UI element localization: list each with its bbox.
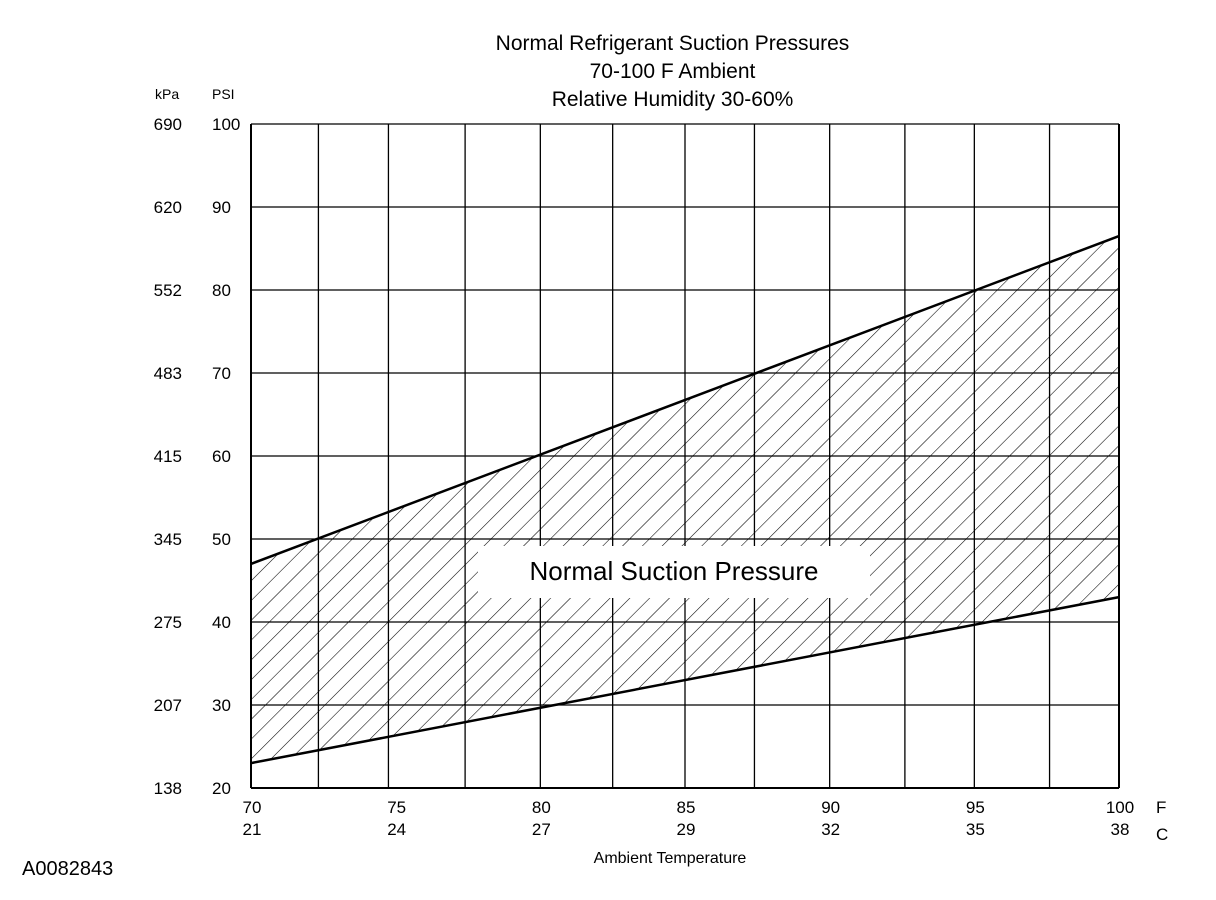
y-unit-psi: PSI xyxy=(212,86,235,102)
x-tick-f-95: 95 xyxy=(966,798,985,817)
x-unit-f: F xyxy=(1156,798,1166,817)
region-label: Normal Suction Pressure xyxy=(529,556,819,586)
y-tick-kpa-138: 138 xyxy=(154,779,182,798)
chart-title-line-1: Normal Refrigerant Suction Pressures xyxy=(495,32,850,55)
y-tick-psi-60: 60 xyxy=(212,447,231,466)
y-tick-psi-20: 20 xyxy=(212,779,231,798)
x-tick-f-85: 85 xyxy=(677,798,696,817)
x-tick-c-32: 32 xyxy=(821,820,840,839)
x-tick-c-35: 35 xyxy=(966,820,985,839)
y-tick-psi-80: 80 xyxy=(212,281,231,300)
y-tick-kpa-275: 275 xyxy=(154,613,182,632)
y-tick-psi-30: 30 xyxy=(212,696,231,715)
series-line-upper xyxy=(250,234,1120,566)
x-tick-f-100: 100 xyxy=(1106,798,1134,817)
x-tick-c-24: 24 xyxy=(387,820,406,839)
y-tick-psi-70: 70 xyxy=(212,364,231,383)
series-line-lower xyxy=(250,595,1120,765)
x-tick-f-90: 90 xyxy=(821,798,840,817)
x-tick-c-27: 27 xyxy=(532,820,551,839)
y-tick-kpa-552: 552 xyxy=(154,281,182,300)
y-tick-kpa-207: 207 xyxy=(154,696,182,715)
chart-title-line-3: Relative Humidity 30-60% xyxy=(551,88,794,111)
y-tick-psi-50: 50 xyxy=(212,530,231,549)
y-tick-kpa-415: 415 xyxy=(154,447,182,466)
chart-title-line-2: 70-100 F Ambient xyxy=(589,60,756,83)
y-tick-kpa-690: 690 xyxy=(154,115,182,134)
x-tick-f-70: 70 xyxy=(243,798,262,817)
region-label-background xyxy=(478,546,870,598)
x-tick-c-29: 29 xyxy=(677,820,696,839)
x-tick-c-38: 38 xyxy=(1111,820,1130,839)
x-tick-f-75: 75 xyxy=(387,798,406,817)
y-tick-kpa-620: 620 xyxy=(154,198,182,217)
x-tick-f-80: 80 xyxy=(532,798,551,817)
y-tick-psi-90: 90 xyxy=(212,198,231,217)
y-tick-psi-100: 100 xyxy=(212,115,240,134)
y-unit-kpa: kPa xyxy=(155,86,180,102)
x-tick-c-21: 21 xyxy=(243,820,262,839)
figure-id: A0082843 xyxy=(22,858,114,880)
y-tick-kpa-483: 483 xyxy=(154,364,182,383)
y-tick-psi-40: 40 xyxy=(212,613,231,632)
x-unit-c: C xyxy=(1156,825,1168,844)
y-tick-kpa-345: 345 xyxy=(154,530,182,549)
x-axis-label: Ambient Temperature xyxy=(593,850,747,867)
